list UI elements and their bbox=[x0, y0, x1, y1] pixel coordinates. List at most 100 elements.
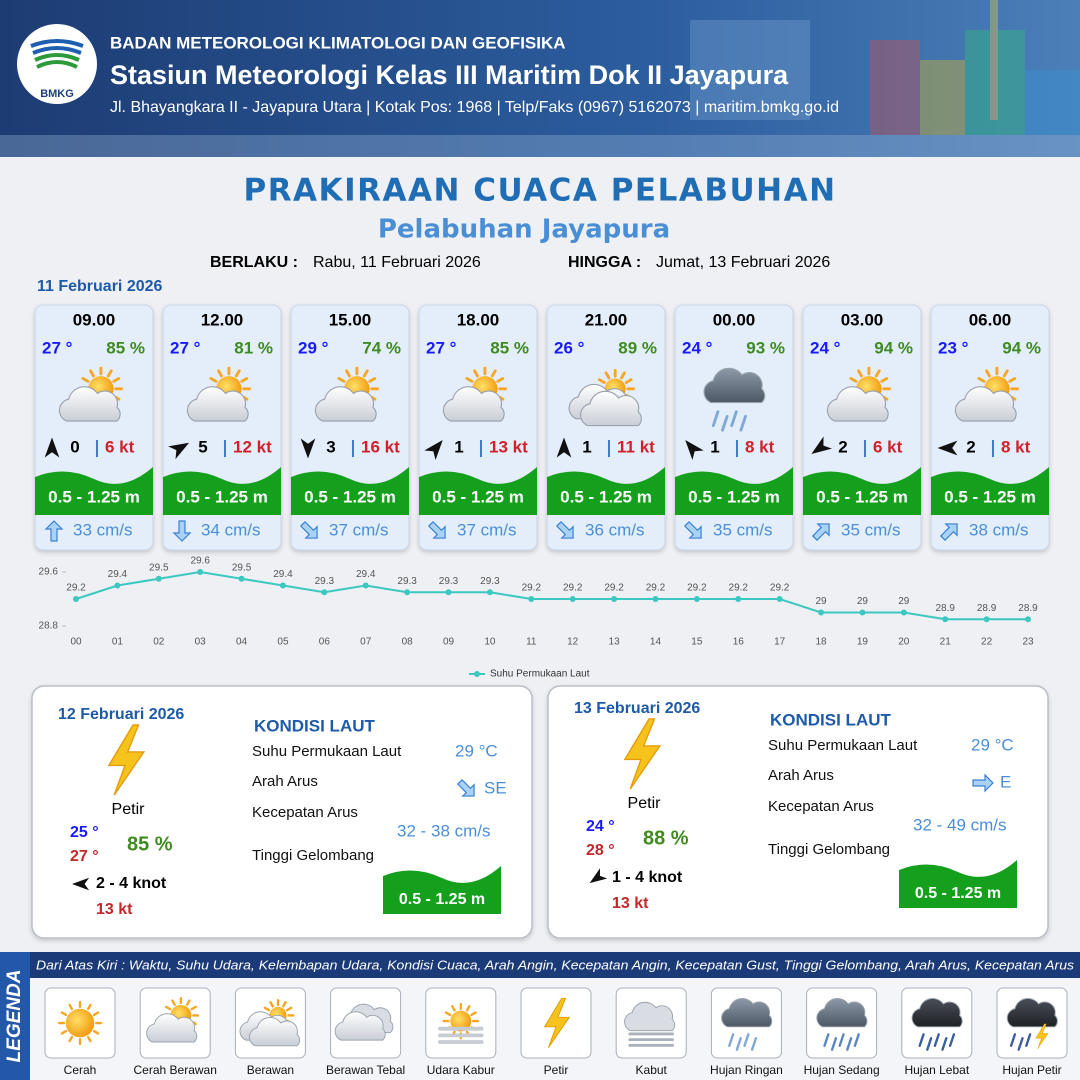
sea-label: Kecepatan Arus bbox=[768, 798, 874, 815]
rain-drop bbox=[846, 1037, 853, 1051]
legend-item: Berawan bbox=[247, 1063, 294, 1077]
x-tick-label: 14 bbox=[650, 637, 662, 648]
point bbox=[528, 596, 535, 602]
air-temp: 27 ° bbox=[170, 338, 201, 357]
wind-arrow bbox=[937, 440, 958, 456]
address: Jl. Bhayangkara II - Jayapura Utara | Ko… bbox=[110, 99, 839, 116]
humidity: 85 % bbox=[127, 833, 173, 855]
legend-label: Suhu Permukaan Laut bbox=[490, 669, 590, 680]
legend-item: Cerah Berawan bbox=[134, 1063, 217, 1077]
lightning bbox=[623, 718, 662, 790]
wave-band bbox=[931, 467, 1049, 515]
sun-ray bbox=[185, 999, 191, 1006]
point bbox=[238, 575, 245, 582]
data-label: 29.2 bbox=[646, 583, 666, 594]
humidity: 89 % bbox=[618, 338, 657, 357]
point bbox=[279, 582, 286, 589]
data-label: 29.3 bbox=[397, 576, 417, 587]
humidity: 93 % bbox=[746, 338, 785, 357]
current-speed: 35 cm/s bbox=[841, 520, 901, 539]
x-tick-label: 21 bbox=[940, 637, 952, 648]
wave-height: 0.5 - 1.25 m bbox=[176, 487, 268, 506]
logo-text: BMKG bbox=[40, 88, 74, 100]
sun-ray bbox=[282, 1001, 287, 1008]
weather-icon bbox=[816, 998, 868, 1051]
x-tick-label: 11 bbox=[526, 637, 537, 648]
data-label: 29.5 bbox=[149, 562, 169, 573]
gust-speed: 8 kt bbox=[1001, 437, 1031, 456]
sun-ray bbox=[1008, 377, 1017, 383]
sun-ray bbox=[473, 369, 479, 378]
x-tick-label: 00 bbox=[70, 637, 82, 648]
data-label: 28.9 bbox=[935, 603, 955, 614]
lightning bbox=[543, 997, 571, 1048]
sea-label: Tinggi Gelombang bbox=[252, 847, 374, 864]
y-tick-label: 29.6 bbox=[39, 567, 59, 578]
gust-speed: 11 kt bbox=[617, 437, 655, 456]
data-label: 29 bbox=[857, 596, 869, 607]
wave-height: 0.5 - 1.25 m bbox=[560, 487, 652, 506]
wind-arrow bbox=[556, 437, 572, 458]
humidity: 74 % bbox=[362, 338, 401, 357]
point bbox=[859, 609, 866, 616]
air-temp: 23 ° bbox=[938, 338, 969, 357]
weather-icon bbox=[57, 1000, 103, 1046]
air-temp: 24 ° bbox=[810, 338, 841, 357]
time: 00.00 bbox=[713, 310, 756, 329]
time: 03.00 bbox=[841, 310, 884, 329]
sun-ray bbox=[60, 1029, 68, 1035]
temp-max: 28 ° bbox=[586, 842, 615, 859]
sun-ray bbox=[849, 377, 858, 383]
current-direction: SE bbox=[484, 778, 507, 797]
lightning bbox=[107, 724, 146, 796]
cloud bbox=[624, 1001, 676, 1032]
rain-drop bbox=[743, 1033, 750, 1047]
legend-strip bbox=[0, 952, 30, 1080]
point bbox=[818, 609, 825, 616]
gust-speed: 13 kt bbox=[489, 437, 528, 456]
sun-ray bbox=[874, 369, 881, 378]
x-tick-label: 17 bbox=[774, 637, 786, 648]
sun-ray bbox=[597, 378, 606, 384]
wind-arrow bbox=[300, 438, 316, 459]
wind-arrow bbox=[168, 442, 190, 460]
rain-drop bbox=[728, 1033, 735, 1047]
cloud bbox=[58, 386, 121, 422]
air-temp: 29 ° bbox=[298, 338, 329, 357]
time: 09.00 bbox=[73, 310, 116, 329]
fog bbox=[628, 1043, 674, 1047]
current-arrow bbox=[456, 778, 475, 797]
sun-ray bbox=[240, 377, 249, 383]
point bbox=[776, 596, 783, 602]
weather-icon bbox=[1006, 998, 1058, 1051]
current-direction: E bbox=[1000, 772, 1011, 791]
gust: 13 kt bbox=[612, 895, 649, 912]
logo-arc bbox=[36, 60, 78, 69]
point bbox=[197, 569, 204, 575]
current-arrow bbox=[811, 523, 830, 542]
wave-height: 0.5 - 1.25 m bbox=[48, 487, 140, 506]
weather-label: Petir bbox=[628, 795, 662, 812]
title: PRAKIRAAN CUACA PELABUHAN bbox=[243, 173, 836, 209]
lightning bbox=[1035, 1023, 1049, 1049]
sun-ray bbox=[164, 1005, 172, 1011]
data-label: 29.2 bbox=[687, 583, 707, 594]
weather-icon bbox=[911, 998, 963, 1051]
sun-ray bbox=[362, 369, 369, 378]
point bbox=[942, 616, 949, 623]
legend-header bbox=[0, 952, 1080, 978]
current-speed: 32 - 38 cm/s bbox=[397, 821, 491, 840]
legend-item: Petir bbox=[544, 1063, 569, 1077]
data-label: 29.5 bbox=[232, 562, 252, 573]
sea-heading: KONDISI LAUT bbox=[254, 716, 376, 735]
wave-band bbox=[291, 467, 409, 515]
sun-ray bbox=[106, 369, 113, 378]
sea-label: Arah Arus bbox=[768, 767, 834, 784]
sun-ray bbox=[209, 377, 218, 383]
wave-band bbox=[163, 467, 281, 515]
x-tick-label: 05 bbox=[277, 637, 289, 648]
current-arrow bbox=[939, 523, 958, 542]
weather-icon bbox=[58, 366, 124, 422]
temp-max: 27 ° bbox=[70, 848, 99, 865]
